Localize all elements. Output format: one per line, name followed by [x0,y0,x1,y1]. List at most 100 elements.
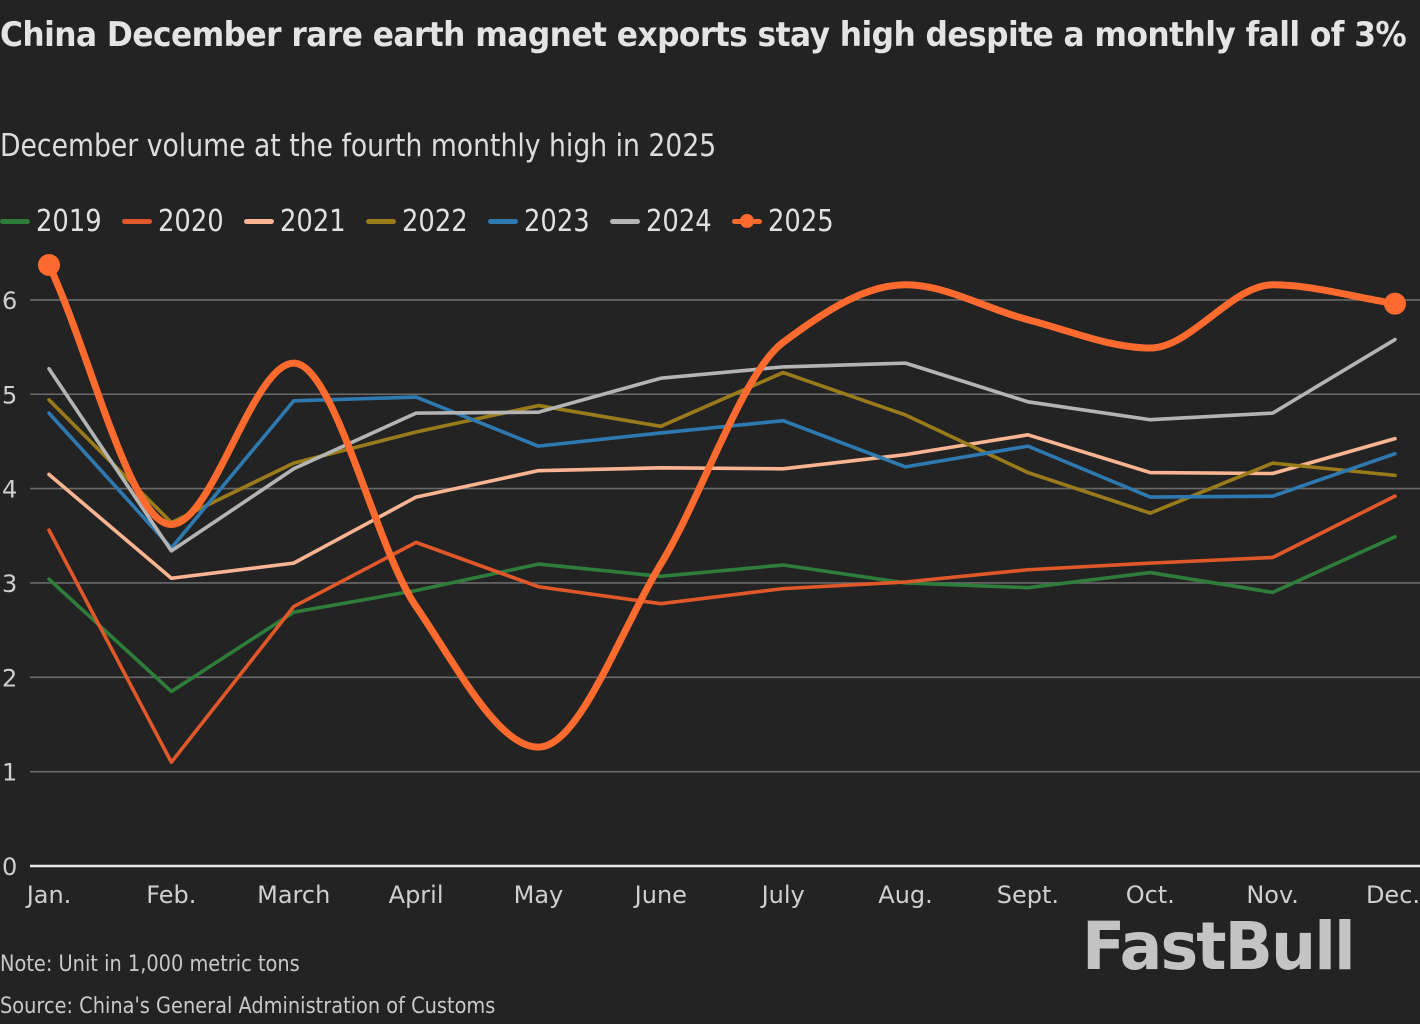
data-point-2023-Dec. [1393,452,1397,456]
data-point-2025-Feb. [169,522,173,526]
series-line-2024 [47,337,1397,553]
data-point-2023-July [781,419,785,423]
series-2022 [47,370,1397,525]
legend-item-2025: 2025 [732,203,834,239]
legend-item-2023: 2023 [488,203,590,239]
data-point-2023-April [414,395,418,399]
x-tick-label: Sept. [997,881,1059,909]
series-2025 [38,253,1406,751]
x-tick-label: Jan. [25,881,72,909]
data-point-2024-Jan. [47,367,51,371]
data-point-2019-June [659,574,663,578]
legend-swatch-2023 [488,218,518,224]
y-tick-label: 6 [2,287,17,315]
data-point-2022-Nov. [1271,461,1275,465]
data-point-2019-Sept. [1026,586,1030,590]
data-point-2021-Jan. [47,472,51,476]
series-line-2020 [47,494,1397,765]
data-point-2019-Dec. [1393,535,1397,539]
data-point-2025-Aug. [904,283,908,287]
data-point-2025-July [781,340,785,344]
data-point-2022-June [659,424,663,428]
data-point-2021-Sept. [1026,433,1030,437]
x-axis-ticks: Jan. Feb. March April May June July Aug. Sept. Oc… [25,881,1420,909]
legend-swatch-2022 [366,218,396,224]
series-line-2021 [47,433,1397,581]
data-point-2025-April [414,605,418,609]
y-tick-label: 4 [2,476,17,504]
fastbull-logo: FastBull [1082,908,1356,985]
legend-label: 2025 [768,203,834,239]
data-point-2021-Dec. [1393,437,1397,441]
legend-item-2022: 2022 [366,204,468,239]
data-point-2021-Aug. [904,453,908,457]
data-point-2024-Oct. [1148,418,1152,422]
data-point-2024-April [414,411,418,415]
data-point-2022-April [414,430,418,434]
series-line-2019 [47,534,1397,694]
legend-swatch-2020 [122,218,152,224]
data-point-2022-Oct. [1148,511,1152,515]
data-point-2024-Feb. [169,549,173,553]
data-point-2020-Aug. [904,580,908,584]
legend-item-2024: 2024 [610,204,712,239]
end-marker [1384,292,1406,315]
data-point-2020-Sept. [1026,568,1030,572]
data-point-2023-May [536,444,540,448]
data-point-2020-April [414,540,418,544]
data-point-2022-Aug. [904,413,908,417]
legend-swatch-2025 [732,213,762,228]
series-2019 [47,534,1397,694]
data-point-2024-May [536,410,540,414]
data-point-2024-Aug. [904,361,908,365]
legend-swatch-2019 [0,218,30,224]
data-point-2019-Oct. [1148,571,1152,575]
x-tick-label: June [633,881,687,909]
data-point-2020-Jan. [47,528,51,532]
start-marker [38,253,60,276]
x-tick-label: July [760,881,805,909]
series-line-2025 [45,261,1399,751]
x-tick-label: March [257,881,330,909]
data-point-2022-Dec. [1393,473,1397,477]
legend-marker-icon [740,213,754,228]
data-point-2019-Feb. [169,689,173,693]
y-tick-label: 3 [2,570,17,598]
data-point-2022-July [781,371,785,375]
data-point-2019-Nov. [1271,590,1275,594]
legend-label: 2023 [524,203,590,239]
data-point-2019-May [536,562,540,566]
legend-item-2020: 2020 [122,203,224,239]
data-point-2021-April [414,495,418,499]
data-point-2021-Feb. [169,576,173,580]
y-axis-ticks: 0 1 2 3 4 5 6 [2,287,17,881]
data-point-2021-March [292,561,296,565]
data-point-2020-June [659,602,663,606]
data-point-2022-May [536,404,540,408]
data-point-2023-Jan. [47,411,51,415]
x-tick-label: Feb. [146,881,196,909]
series-2024 [47,337,1397,553]
legend-label: 2019 [36,203,102,239]
x-tick-label: May [514,881,564,909]
series-line-2023 [47,395,1397,550]
chart-title: China December rare earth magnet exports… [0,15,1407,55]
data-point-2025-Nov. [1271,283,1275,287]
data-point-2023-Oct. [1148,495,1152,499]
data-point-2020-March [292,605,296,609]
data-point-2019-July [781,563,785,567]
series-2021 [47,433,1397,581]
data-point-2022-Sept. [1026,471,1030,475]
series-2023 [47,395,1397,550]
x-tick-label: Dec. [1366,881,1420,909]
legend-label: 2020 [158,203,224,239]
data-point-2024-June [659,376,663,380]
unit-note: Note: Unit in 1,000 metric tons [0,952,300,977]
data-point-2023-Nov. [1271,494,1275,498]
data-point-2021-May [536,469,540,473]
source-note: Source: China's General Administration o… [0,994,496,1019]
y-tick-label: 2 [2,664,17,692]
data-point-2025-May [536,745,540,749]
data-point-2025-June [659,562,663,566]
data-point-2023-Sept. [1026,444,1030,448]
